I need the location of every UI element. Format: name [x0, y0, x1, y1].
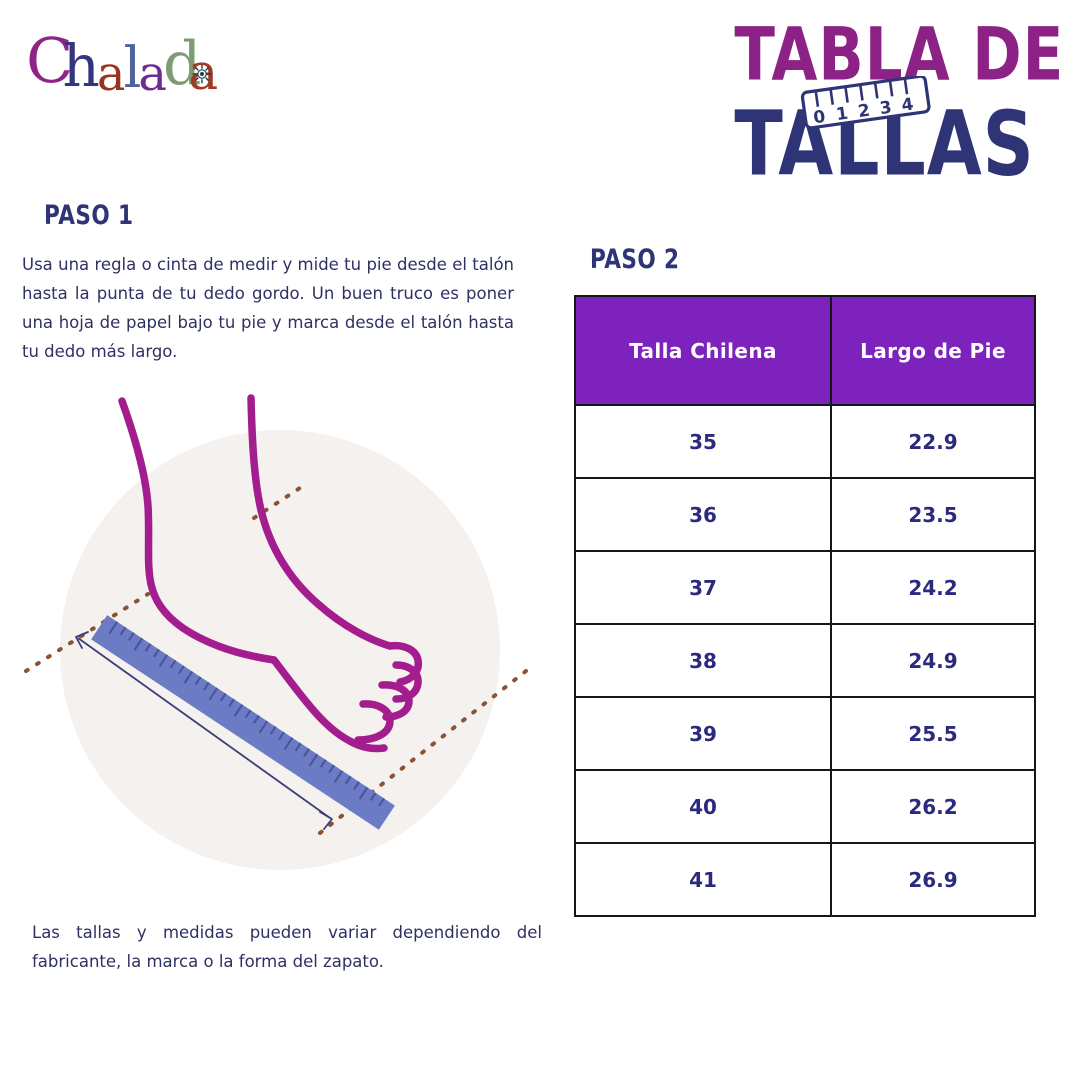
cell-largo: 22.9 — [830, 404, 1036, 479]
cell-talla: 41 — [574, 842, 832, 917]
cell-talla: 37 — [574, 550, 832, 625]
cell-talla: 35 — [574, 404, 832, 479]
svg-text:1: 1 — [835, 104, 850, 125]
foot-measure-illustration — [24, 394, 528, 870]
table-row: 39 25.5 — [574, 696, 1036, 771]
cell-largo: 24.2 — [830, 550, 1036, 625]
table-header-row: Talla Chilena Largo de Pie — [574, 295, 1036, 406]
disclaimer-text: Las tallas y medidas pueden variar depen… — [32, 923, 542, 971]
ruler-graphic — [91, 615, 395, 830]
cell-talla: 39 — [574, 696, 832, 771]
cell-largo: 26.9 — [830, 842, 1036, 917]
column-header-talla-chilena: Talla Chilena — [574, 295, 832, 406]
svg-text:2: 2 — [857, 101, 872, 122]
illustration-backdrop — [60, 430, 500, 870]
guide-line-toe — [318, 669, 528, 835]
flower-icon — [192, 64, 212, 84]
table-row: 37 24.2 — [574, 550, 1036, 625]
logo-letter-h: h — [62, 32, 99, 100]
cell-talla: 38 — [574, 623, 832, 698]
foot-outline — [118, 394, 423, 753]
table-row: 36 23.5 — [574, 477, 1036, 552]
logo-letter-c: C — [26, 24, 73, 97]
logo-letter-d: d — [162, 29, 201, 99]
column-header-largo-de-pie: Largo de Pie — [830, 295, 1036, 406]
svg-text:0: 0 — [812, 107, 827, 128]
header-title: TABLA DE TALLAS 0 1 2 3 4 — [722, 17, 1063, 188]
ruler-icon: 0 1 2 3 4 — [800, 76, 931, 130]
table-row: 35 22.9 — [574, 404, 1036, 479]
paso1-description: Usa una regla o cinta de medir y mide tu… — [22, 255, 514, 361]
measure-arrow — [75, 631, 333, 830]
cell-talla: 40 — [574, 769, 832, 844]
paso1-heading: PASO 1 — [44, 200, 134, 231]
logo-letter-a1: a — [96, 46, 126, 102]
cell-largo: 23.5 — [830, 477, 1036, 552]
cell-largo: 26.2 — [830, 769, 1036, 844]
guide-line-ankle — [252, 482, 308, 520]
logo-letter-l: l — [123, 36, 141, 101]
svg-text:4: 4 — [900, 94, 915, 115]
size-table: Talla Chilena Largo de Pie 35 22.9 36 23… — [574, 295, 1036, 917]
svg-text:3: 3 — [879, 98, 894, 119]
brand-logo-text: Chalada — [26, 24, 286, 103]
cell-talla: 36 — [574, 477, 832, 552]
table-row: 41 26.9 — [574, 842, 1036, 917]
guide-line-heel — [24, 592, 150, 673]
logo-letter-a2: a — [138, 46, 167, 102]
table-row: 40 26.2 — [574, 769, 1036, 844]
cell-largo: 25.5 — [830, 696, 1036, 771]
cell-largo: 24.9 — [830, 623, 1036, 698]
brand-logo: Chalada — [26, 24, 286, 103]
table-row: 38 24.9 — [574, 623, 1036, 698]
paso2-heading: PASO 2 — [590, 244, 680, 275]
